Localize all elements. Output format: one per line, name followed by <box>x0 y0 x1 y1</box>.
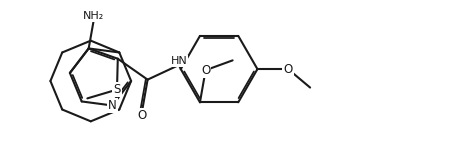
Text: S: S <box>114 83 121 96</box>
Text: O: O <box>201 64 210 77</box>
Text: HN: HN <box>170 56 187 66</box>
Text: N: N <box>108 99 117 112</box>
Text: O: O <box>137 109 147 122</box>
Text: NH₂: NH₂ <box>83 11 105 21</box>
Text: O: O <box>283 63 293 76</box>
